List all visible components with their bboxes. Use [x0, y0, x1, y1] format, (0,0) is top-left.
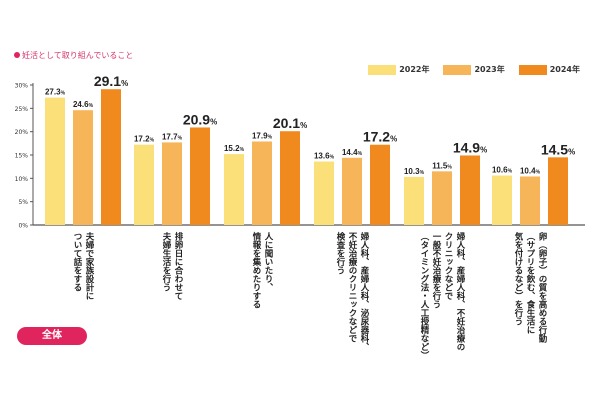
x-category-label: 卵（卵子）の質を高める行動 （サプリを飲む、食生活に 気を付けるなど）を行う	[513, 232, 547, 343]
x-category-label: 婦人科、産婦人科、不妊治療の クリニックなどで 一般不妊治療を行う （タイミング…	[419, 232, 465, 360]
data-label: 10.6%	[492, 166, 513, 175]
legend-label: 2023年	[474, 65, 505, 74]
data-label: 27.3%	[45, 88, 66, 97]
data-label: 17.2%	[363, 129, 397, 145]
y-tick-label: 0%	[18, 223, 28, 230]
bar	[45, 97, 65, 225]
x-category-label: 人に聞いたり、 情報を集めたりする	[251, 232, 273, 309]
data-label: 17.7%	[162, 132, 183, 141]
legend-label: 2022年	[399, 65, 430, 74]
data-label: 13.6%	[314, 152, 335, 161]
bar	[101, 89, 121, 225]
bar	[224, 154, 244, 225]
x-category-label: 婦人科、産婦人科、泌尿器科、 不妊治療のクリニックなどで 検査を行う	[335, 232, 369, 351]
bar	[432, 171, 452, 225]
y-tick-label: 5%	[18, 199, 28, 206]
x-category-label: 排卵日に合わせて 夫婦生活を行う	[161, 232, 183, 300]
data-label: 20.9%	[183, 111, 217, 127]
y-tick-label: 20%	[15, 129, 29, 136]
bar	[162, 142, 182, 225]
data-label: 20.1%	[273, 115, 307, 131]
data-label: 17.2%	[134, 135, 155, 144]
bar	[370, 144, 390, 225]
legend-swatch	[443, 64, 472, 75]
data-label: 24.6%	[73, 100, 94, 109]
chart-title-text: 妊活として取り組んでいること	[22, 51, 134, 60]
bullet-dot-icon	[14, 52, 20, 58]
data-label: 14.9%	[453, 139, 487, 155]
bar	[520, 176, 540, 225]
bar	[460, 155, 480, 225]
legend-swatch	[518, 64, 547, 75]
legend-label: 2024年	[549, 65, 580, 74]
y-tick-label: 25%	[15, 106, 29, 113]
legend-swatch	[368, 64, 397, 75]
bar	[314, 161, 334, 225]
chart-title: 妊活として取り組んでいること	[14, 50, 133, 61]
bar	[548, 157, 568, 225]
data-label: 17.9%	[252, 131, 273, 140]
bar	[342, 157, 362, 225]
legend-item: 2023年	[443, 64, 505, 75]
x-category-label: 夫婦で家族設計に ついて話をする	[72, 232, 94, 300]
bar	[404, 176, 424, 225]
bar	[492, 175, 512, 225]
bar	[134, 144, 154, 225]
data-label: 29.1%	[94, 73, 128, 89]
legend-item: 2022年	[368, 64, 429, 75]
y-tick-label: 15%	[15, 153, 29, 160]
y-tick-label: 30%	[15, 83, 29, 90]
bar	[73, 110, 93, 225]
legend-item: 2024年	[518, 64, 580, 75]
legend: 2022年 2023年 2024年	[368, 64, 580, 75]
data-label: 10.3%	[404, 167, 425, 176]
data-label: 10.4%	[520, 166, 541, 175]
bar	[252, 141, 272, 225]
y-tick-label: 10%	[15, 176, 29, 183]
data-label: 11.5%	[432, 161, 452, 170]
data-label: 15.2%	[224, 144, 245, 153]
overall-badge[interactable]: 全体	[17, 327, 87, 345]
bar	[190, 127, 210, 225]
data-label: 14.5%	[541, 141, 575, 157]
data-label: 14.4%	[342, 148, 363, 157]
bar	[280, 131, 300, 225]
